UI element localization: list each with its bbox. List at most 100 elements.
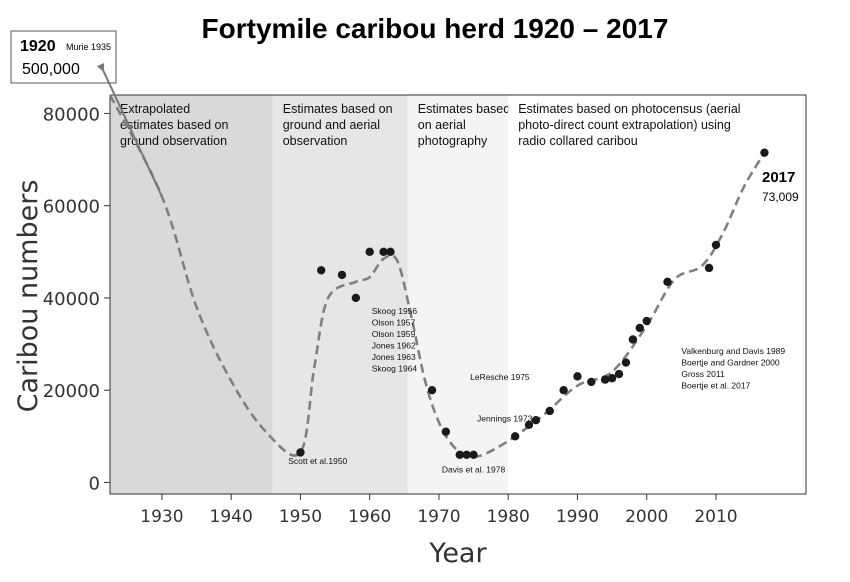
data-point [296, 448, 305, 457]
data-point [469, 450, 478, 459]
data-point [510, 432, 520, 441]
era-label-line: observation [283, 134, 348, 148]
annotation-line: Skoog 1964 [372, 364, 418, 374]
callout-1920-box [10, 30, 117, 84]
era-label-line: Estimates based on photocensus (aerial [518, 102, 740, 116]
x-tick-label: 1980 [487, 507, 530, 527]
y-tick-label: 20000 [43, 381, 100, 402]
data-point [628, 335, 638, 344]
data-point [573, 372, 582, 381]
era-bands: Extrapolated estimates based on ground obs… [110, 95, 806, 494]
y-tick-label: 0 [89, 473, 100, 494]
data-point [760, 148, 769, 157]
x-tick-label: 2000 [625, 507, 668, 527]
data-point [365, 247, 374, 257]
trend-line [108, 94, 766, 459]
era-band-2 [272, 95, 408, 494]
data-point [524, 420, 534, 430]
y-tick-label: 60000 [43, 197, 100, 218]
callout-2017-year: 2017 [762, 169, 795, 186]
callout-2017: 2017 73,009 [762, 169, 799, 204]
era-label-line: ground observation [120, 134, 227, 148]
era-label-line: Estimates based [418, 102, 510, 116]
annotation-line: Scott et al.1950 [288, 456, 347, 466]
x-tick-label: 1990 [556, 507, 599, 527]
era-band-4 [508, 95, 806, 494]
x-axis-label: Year [428, 538, 487, 569]
annotation-line: Gross 2011 [681, 369, 725, 379]
era-label-4: Estimates based on photocensus (aerial ph… [518, 102, 740, 148]
data-point [351, 293, 361, 303]
data-point [559, 386, 568, 395]
data-point [455, 450, 464, 459]
annotation-jennings: Jennings 1973 [477, 414, 533, 424]
data-point [635, 323, 644, 333]
x-tick-label: 1970 [417, 507, 460, 527]
callout-1920: 1920 Murie 1935 500,000 [10, 30, 163, 197]
chart-title: Fortymile caribou herd 1920 – 2017 [202, 13, 669, 44]
era-label-line: on aerial [418, 118, 466, 132]
data-point [531, 415, 541, 425]
era-label-line: photo-direct count extrapolation) using [518, 118, 731, 132]
data-point [600, 375, 610, 384]
annotation-skoog-group: Skoog 1956 Olson 1957 Olson 1959 Jones 1962… [372, 306, 418, 374]
data-point [386, 247, 395, 257]
annotation-leresche: LeResche 1975 [470, 372, 530, 382]
annotation-photocensus-refs: Valkenburg and Davis 1989 Boertje and Gar… [681, 346, 785, 391]
annotation-davis: Davis et al. 1978 [442, 464, 506, 474]
x-tick-label: 1940 [210, 507, 253, 527]
callout-1920-source: Murie 1935 [66, 42, 111, 52]
y-tick-label: 80000 [43, 104, 100, 125]
plot-frame [109, 94, 807, 495]
data-point [545, 406, 554, 416]
annotation-line: LeResche 1975 [470, 372, 530, 382]
data-point [614, 369, 624, 379]
annotation-line: Jones 1962 [372, 341, 416, 351]
data-point [642, 316, 651, 326]
annotation-scott: Scott et al.1950 [288, 456, 347, 466]
annotation-line: Olson 1959 [372, 329, 416, 339]
callout-1920-arrow [96, 62, 163, 197]
annotation-line: Boertje and Gardner 2000 [681, 358, 780, 368]
callout-1920-value: 500,000 [22, 61, 80, 78]
data-point [587, 377, 596, 387]
y-tick-label: 40000 [43, 289, 100, 310]
data-point [621, 358, 631, 367]
era-label-line: Extrapolated [120, 102, 190, 116]
data-point [317, 266, 326, 275]
annotation-line: Jennings 1973 [477, 414, 533, 424]
era-band-3 [407, 95, 509, 494]
data-point [663, 277, 672, 287]
era-label-line: photography [418, 134, 488, 148]
data-point [704, 263, 714, 273]
callout-2017-value: 73,009 [762, 190, 799, 204]
data-point [711, 240, 721, 250]
era-label-line: estimates based on [120, 118, 228, 132]
era-label-1: Extrapolated estimates based on ground obs… [120, 102, 228, 148]
callout-1920-year: 1920 [20, 38, 56, 55]
axes: 1930 1940 1950 1960 1970 1980 1990 2000 2010 0 200… [43, 94, 807, 527]
data-point [427, 386, 437, 395]
x-tick-label: 1950 [279, 507, 322, 527]
annotation-line: Davis et al. 1978 [442, 464, 506, 474]
data-point [337, 270, 347, 280]
data-point [441, 427, 451, 436]
annotation-line: Valkenburg and Davis 1989 [681, 346, 785, 356]
data-point [462, 450, 471, 459]
era-label-line: ground and aerial [283, 118, 380, 132]
data-points [296, 148, 769, 459]
era-label-line: radio collared caribou [518, 134, 638, 148]
data-point [607, 374, 617, 383]
x-tick-label: 1960 [348, 507, 391, 527]
era-label-3: Estimates based on aerial photography [418, 102, 510, 148]
annotation-line: Skoog 1956 [372, 306, 418, 316]
data-point [379, 247, 388, 257]
era-label-line: Estimates based on [283, 102, 393, 116]
annotation-line: Olson 1957 [372, 318, 416, 328]
source-annotations: Scott et al.1950 Skoog 1956 Olson 1957 Olso… [288, 306, 785, 474]
x-tick-label: 1930 [140, 507, 183, 527]
annotation-line: Boertje et al. 2017 [681, 381, 750, 391]
x-tick-label: 2010 [694, 507, 737, 527]
y-axis-label: Caribou numbers [13, 180, 44, 413]
